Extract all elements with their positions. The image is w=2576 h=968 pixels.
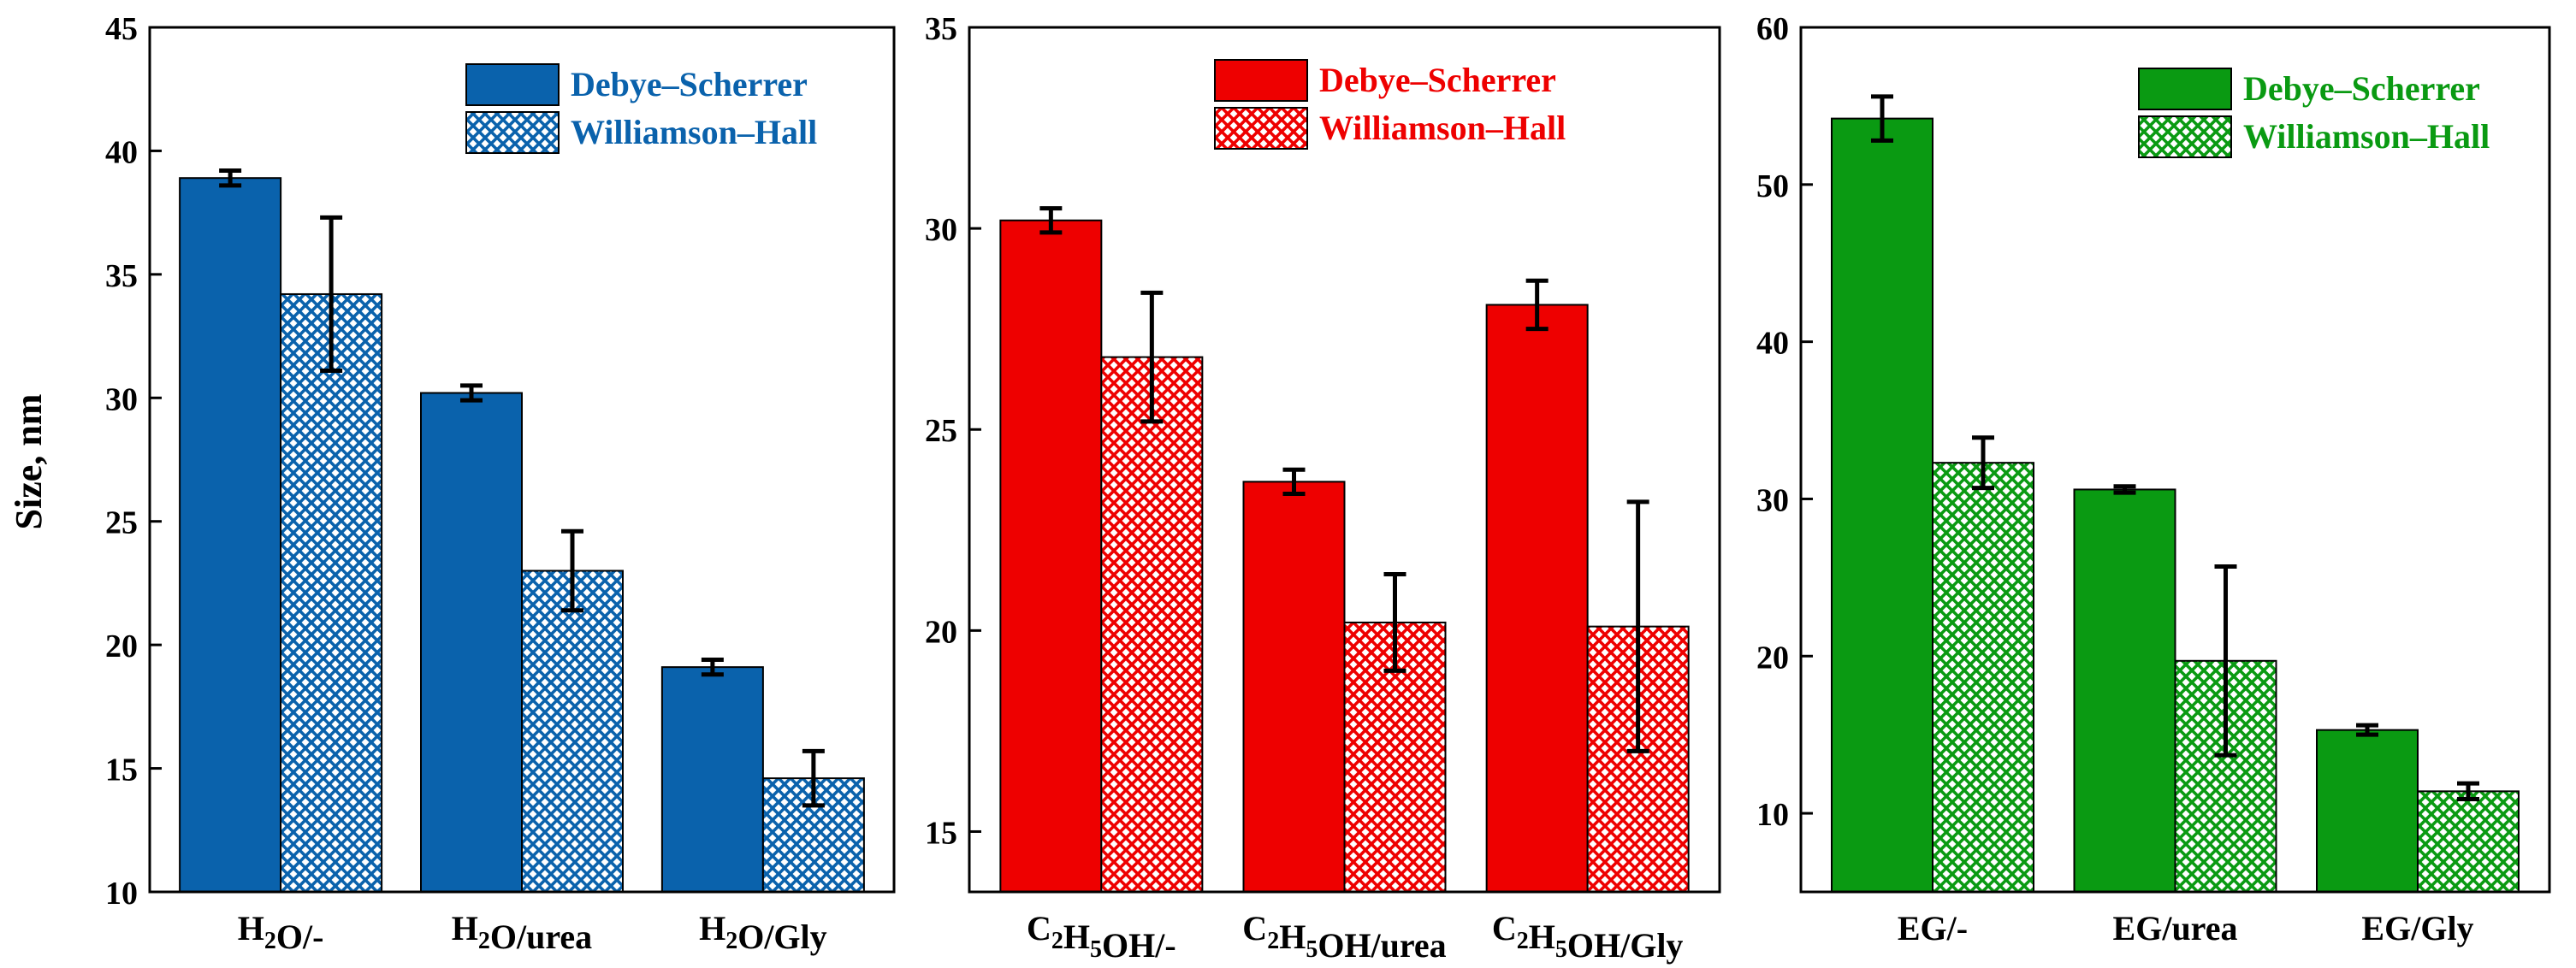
bar-williamson-hall-1: [1932, 462, 2034, 894]
bar-williamson-hall-1: [1100, 356, 1204, 893]
bar-debye-scherrer-3: [2316, 729, 2419, 894]
error-bar: [2214, 564, 2237, 758]
bar-debye-scherrer-2: [2073, 488, 2176, 894]
bar-debye-scherrer-1: [179, 177, 282, 893]
x-category-label: H2O/-: [238, 909, 324, 956]
y-tick-label: 30: [925, 212, 957, 248]
legend-label-williamson-hall: Williamson–Hall: [1319, 109, 1566, 147]
x-category-label: EG/-: [1898, 909, 1968, 947]
error-bar: [460, 383, 483, 403]
chart-panel-3: 10 20 30 40 50 60 EG/- EG/urea EG/Gly Debye–Scher…: [1756, 11, 2551, 947]
x-category-label: H2O/urea: [452, 909, 592, 956]
legend-swatch-williamson-hall: [2138, 115, 2232, 158]
y-tick-label: 20: [105, 629, 138, 664]
legend-label-williamson-hall: Williamson–Hall: [2243, 117, 2490, 156]
y-tick-label: 40: [1756, 326, 1789, 362]
x-category-label: EG/Gly: [2361, 909, 2473, 947]
error-bar: [2457, 781, 2479, 802]
chart-panel-2: 15 20 25 30 35 C2H5OH/- C2H5OH/urea C2H5OH/Gly D…: [925, 11, 1721, 965]
x-category-label: EG/urea: [2113, 909, 2238, 947]
error-bar: [561, 528, 583, 613]
x-category-label: C2H5OH/urea: [1242, 909, 1446, 965]
error-bar: [701, 657, 724, 677]
y-tick-label: 60: [1756, 11, 1789, 47]
y-axis-label: Size, nm: [8, 394, 50, 530]
bar-williamson-hall-3: [2417, 790, 2520, 894]
y-tick-label: 10: [105, 876, 138, 912]
bar-debye-scherrer-2: [420, 392, 523, 894]
plot-frame: [1799, 26, 2551, 894]
error-bar: [219, 168, 242, 188]
error-bar: [1282, 467, 1306, 496]
error-bar: [320, 215, 343, 374]
legend-swatch-williamson-hall: [1214, 107, 1308, 150]
bar-williamson-hall-1: [280, 292, 383, 894]
y-tick-label: 15: [925, 815, 957, 851]
error-bar: [1871, 94, 1893, 143]
y-tick-label: 35: [925, 11, 957, 47]
error-bar: [1039, 206, 1063, 235]
bar-williamson-hall-2: [521, 570, 624, 893]
x-category-label: C2H5OH/Gly: [1492, 909, 1684, 965]
chart-panel-1: 10 15 20 25 30 35 40 45 H2O/- H2O/urea H2O/Gly Deby…: [105, 11, 896, 956]
error-bar: [2113, 484, 2136, 495]
y-tick-label: 50: [1756, 168, 1789, 204]
legend-swatch-debye-scherrer: [2138, 68, 2232, 110]
bar-debye-scherrer-3: [660, 666, 764, 893]
y-tick-label: 20: [1756, 640, 1789, 676]
y-tick-label: 25: [105, 505, 138, 541]
y-tick-label: 30: [1756, 482, 1789, 518]
bar-debye-scherrer-3: [1485, 304, 1589, 894]
error-bar: [1972, 435, 1994, 491]
bar-debye-scherrer-1: [1831, 117, 1933, 893]
y-tick-label: 45: [105, 11, 138, 47]
y-tick-label: 10: [1756, 797, 1789, 833]
legend-label-debye-scherrer: Debye–Scherrer: [1319, 61, 1556, 99]
y-tick-label: 35: [105, 258, 138, 294]
x-category-label: H2O/Gly: [699, 909, 827, 956]
y-tick-label: 15: [105, 753, 138, 788]
legend-swatch-williamson-hall: [465, 111, 560, 154]
legend-label-debye-scherrer: Debye–Scherrer: [2243, 69, 2480, 108]
legend-swatch-debye-scherrer: [465, 63, 560, 106]
legend-swatch-debye-scherrer: [1214, 59, 1308, 102]
y-tick-label: 25: [925, 413, 957, 449]
error-bar: [1626, 499, 1649, 753]
plot-frame: [148, 26, 896, 894]
legend-label-debye-scherrer: Debye–Scherrer: [571, 65, 808, 103]
error-bar: [2356, 723, 2378, 737]
y-tick-label: 20: [925, 614, 957, 650]
error-bar: [802, 748, 825, 808]
error-bar: [1525, 278, 1549, 332]
x-category-label: C2H5OH/-: [1027, 909, 1176, 965]
legend-label-williamson-hall: Williamson–Hall: [571, 113, 817, 151]
bar-debye-scherrer-2: [1242, 481, 1346, 893]
plot-frame: [968, 26, 1721, 894]
bar-debye-scherrer-1: [999, 219, 1103, 894]
error-bar: [1383, 572, 1406, 673]
error-bar: [1140, 290, 1164, 424]
y-tick-label: 30: [105, 381, 138, 417]
y-tick-label: 40: [105, 134, 138, 170]
